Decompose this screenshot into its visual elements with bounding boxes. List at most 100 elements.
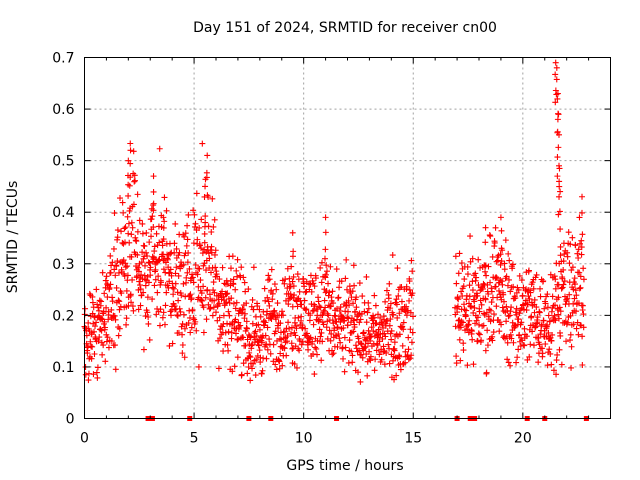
data-point <box>134 251 141 258</box>
y-tick-label: 0.5 <box>52 154 74 170</box>
data-point <box>302 289 309 296</box>
data-point <box>352 342 359 349</box>
data-point <box>99 351 106 358</box>
data-point <box>247 334 254 341</box>
data-point <box>534 319 541 326</box>
data-point <box>103 273 110 280</box>
data-point <box>201 239 208 246</box>
data-point <box>319 312 326 319</box>
data-point <box>137 286 144 293</box>
data-point <box>377 314 384 321</box>
data-point <box>292 332 299 339</box>
data-point <box>298 301 305 308</box>
data-point <box>488 299 495 306</box>
data-point <box>89 299 96 306</box>
data-point <box>561 278 568 285</box>
data-point <box>255 321 262 328</box>
data-point <box>150 200 157 207</box>
data-point <box>527 341 534 348</box>
data-point <box>144 309 151 316</box>
data-point <box>515 346 522 353</box>
data-point <box>473 317 480 324</box>
data-point <box>546 346 553 353</box>
data-point <box>289 324 296 331</box>
data-point <box>386 322 393 329</box>
data-point <box>555 144 562 151</box>
data-point <box>84 350 91 357</box>
data-point <box>322 229 329 236</box>
data-point <box>498 227 505 234</box>
data-point <box>464 362 471 369</box>
data-point <box>520 306 527 313</box>
data-point <box>400 319 407 326</box>
data-point <box>178 259 185 266</box>
data-point <box>509 265 516 272</box>
data-point <box>540 278 547 285</box>
data-point <box>89 293 96 300</box>
data-point <box>317 264 324 271</box>
data-point <box>571 281 578 288</box>
data-point <box>109 259 116 266</box>
data-point <box>331 312 338 319</box>
data-point <box>475 256 482 263</box>
data-point <box>254 303 261 310</box>
data-point <box>356 280 363 287</box>
data-point <box>152 266 159 273</box>
data-point <box>470 309 477 316</box>
data-point <box>343 286 350 293</box>
data-point <box>496 328 503 335</box>
data-point <box>468 303 475 310</box>
data-point <box>197 277 204 284</box>
data-point <box>131 177 138 184</box>
data-point <box>518 277 525 284</box>
data-point <box>555 311 562 318</box>
data-point <box>136 217 143 224</box>
data-point <box>216 276 223 283</box>
data-point <box>554 173 561 180</box>
data-point <box>176 249 183 256</box>
data-point <box>487 318 494 325</box>
data-point <box>568 343 575 350</box>
data-point <box>526 353 533 360</box>
data-point <box>101 318 108 325</box>
data-point <box>184 259 191 266</box>
data-point <box>289 278 296 285</box>
data-point <box>114 258 121 265</box>
data-point <box>497 261 504 268</box>
data-point <box>241 279 248 286</box>
data-point <box>349 359 356 366</box>
x-tick-label: 20 <box>514 431 532 447</box>
data-point <box>363 273 370 280</box>
data-point <box>505 313 512 320</box>
data-point <box>341 317 348 324</box>
data-point <box>372 356 379 363</box>
data-point <box>247 377 254 384</box>
data-point <box>215 365 222 372</box>
data-point <box>456 336 463 343</box>
data-point <box>455 270 462 277</box>
data-point <box>172 270 179 277</box>
data-point <box>453 360 460 367</box>
data-point <box>154 289 161 296</box>
data-point <box>387 330 394 337</box>
data-point <box>523 333 530 340</box>
data-point <box>176 305 183 312</box>
data-point <box>352 308 359 315</box>
data-point <box>174 312 181 319</box>
data-point <box>394 314 401 321</box>
data-point <box>129 276 136 283</box>
data-point <box>107 269 114 276</box>
data-point <box>368 324 375 331</box>
data-point <box>195 363 202 370</box>
data-point <box>493 275 500 282</box>
data-point <box>569 264 576 271</box>
data-point <box>548 337 555 344</box>
data-point <box>580 265 587 272</box>
data-point <box>391 376 398 383</box>
data-point <box>555 162 562 169</box>
data-point <box>105 311 112 318</box>
data-point <box>535 359 542 366</box>
data-point <box>187 291 194 298</box>
data-point <box>482 239 489 246</box>
data-point <box>111 266 118 273</box>
